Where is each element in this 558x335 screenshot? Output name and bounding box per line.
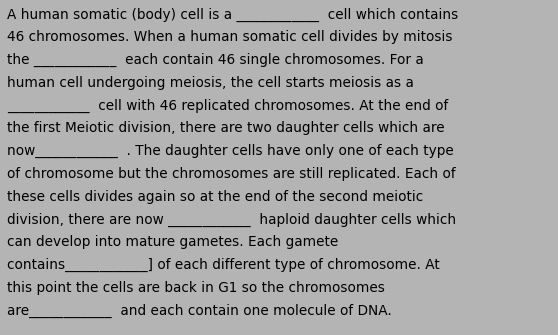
Text: A human somatic (body) cell is a ____________  cell which contains: A human somatic (body) cell is a _______… [7, 7, 459, 21]
Text: these cells divides again so at the end of the second meiotic: these cells divides again so at the end … [7, 190, 424, 204]
Text: division, there are now ____________  haploid daughter cells which: division, there are now ____________ hap… [7, 212, 456, 226]
Text: can develop into mature gametes. Each gamete: can develop into mature gametes. Each ga… [7, 235, 339, 249]
Text: human cell undergoing meiosis, the cell starts meiosis as a: human cell undergoing meiosis, the cell … [7, 76, 414, 90]
Text: ____________  cell with 46 replicated chromosomes. At the end of: ____________ cell with 46 replicated chr… [7, 98, 449, 113]
Text: 46 chromosomes. When a human somatic cell divides by mitosis: 46 chromosomes. When a human somatic cel… [7, 30, 453, 44]
Text: now____________  . The daughter cells have only one of each type: now____________ . The daughter cells hav… [7, 144, 454, 158]
Text: the ____________  each contain 46 single chromosomes. For a: the ____________ each contain 46 single … [7, 53, 424, 67]
Text: are____________  and each contain one molecule of DNA.: are____________ and each contain one mol… [7, 304, 392, 318]
Text: of chromosome but the chromosomes are still replicated. Each of: of chromosome but the chromosomes are st… [7, 167, 456, 181]
Text: the first Meiotic division, there are two daughter cells which are: the first Meiotic division, there are tw… [7, 121, 445, 135]
Text: this point the cells are back in G1 so the chromosomes: this point the cells are back in G1 so t… [7, 281, 385, 295]
Text: contains____________] of each different type of chromosome. At: contains____________] of each different … [7, 258, 440, 272]
